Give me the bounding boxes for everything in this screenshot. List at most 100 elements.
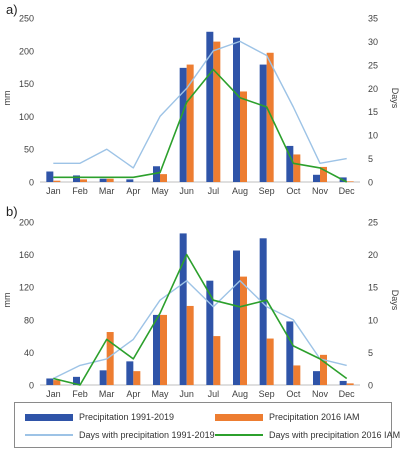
y-tick-label-a-4: 200 (19, 46, 34, 56)
bar-a-s1-10 (320, 166, 327, 182)
bar-a-s1-1 (80, 179, 87, 182)
bar-b-s1-5 (186, 305, 194, 385)
legend-item-precip-2016-iam: Precipitation 2016 IAM (215, 412, 360, 422)
y2-tick-label-a-6: 30 (368, 37, 378, 47)
bar-a-s0-10 (313, 174, 320, 182)
x-tick-label-b-11: Dec (339, 389, 356, 399)
x-tick-label-a-10: Nov (312, 186, 329, 196)
bar-b-s0-2 (99, 370, 107, 385)
bar-b-s0-11 (339, 380, 347, 385)
y2-tick-label-b-3: 15 (368, 283, 378, 293)
bar-b-s0-9 (286, 321, 294, 385)
bar-a-s1-8 (266, 52, 274, 182)
x-tick-label-a-0: Jan (46, 186, 61, 196)
y2-tick-label-a-0: 0 (368, 178, 373, 188)
y-tick-label-a-0: 0 (29, 178, 34, 188)
x-tick-label-a-2: Mar (99, 186, 115, 196)
panel-label-b: b) (6, 204, 18, 219)
line-b-s3 (53, 253, 348, 386)
bar-a-s0-6 (206, 31, 214, 182)
y2-tick-label-b-1: 5 (368, 348, 373, 358)
y-tick-label-b-4: 160 (19, 250, 34, 260)
x-tick-label-a-6: Jul (208, 186, 220, 196)
y-tick-label-b-0: 0 (29, 381, 34, 391)
bar-b-s1-10 (320, 354, 327, 385)
y2-axis-title-b: Days (390, 290, 400, 311)
bar-a-s1-5 (186, 64, 194, 182)
bar-b-s0-0 (46, 378, 54, 385)
x-tick-label-a-3: Apr (126, 186, 140, 196)
x-tick-label-b-4: May (151, 389, 169, 399)
bar-a-s1-6 (213, 41, 221, 183)
y-tick-label-b-1: 40 (24, 348, 34, 358)
x-tick-label-a-9: Oct (286, 186, 301, 196)
bar-b-s1-4 (160, 314, 167, 385)
y-axis-title-b: mm (2, 293, 12, 308)
bar-b-s1-8 (266, 338, 274, 385)
y2-tick-label-b-5: 25 (368, 218, 378, 228)
bar-b-s0-10 (313, 371, 320, 385)
bar-a-s0-2 (99, 178, 107, 182)
bar-a-s0-1 (73, 175, 80, 182)
legend-item-days-2016-iam: Days with precipitation 2016 IAM (215, 430, 400, 440)
legend-swatch-days-1991-2019 (25, 434, 73, 436)
x-tick-label-a-11: Dec (339, 186, 356, 196)
x-tick-label-b-3: Apr (126, 389, 140, 399)
bar-b-s0-5 (179, 233, 187, 385)
y2-tick-label-a-3: 15 (368, 107, 378, 117)
legend-label-precip-1991-2019: Precipitation 1991-2019 (79, 412, 175, 422)
y2-tick-label-a-7: 35 (368, 14, 378, 24)
bar-b-s1-2 (106, 332, 114, 385)
bar-a-s1-7 (240, 91, 247, 182)
x-tick-label-b-7: Aug (232, 389, 248, 399)
line-b-s2 (52, 280, 347, 380)
y-tick-label-a-2: 100 (19, 112, 34, 122)
x-tick-label-b-10: Nov (312, 389, 329, 399)
line-a-s2 (53, 40, 347, 169)
bar-b-s1-3 (133, 371, 141, 385)
bar-b-s0-6 (206, 280, 214, 385)
bar-b-s1-0 (53, 380, 61, 385)
bar-b-s0-8 (259, 238, 267, 385)
y2-axis-title-a: Days (390, 88, 400, 109)
x-tick-label-a-8: Sep (259, 186, 275, 196)
x-tick-label-b-2: Mar (99, 389, 115, 399)
bar-a-s0-4 (153, 166, 160, 182)
legend-swatch-days-2016-iam (215, 434, 263, 436)
bar-a-s1-4 (160, 174, 167, 182)
bar-a-s1-2 (106, 178, 114, 182)
x-tick-label-a-4: May (151, 186, 169, 196)
bar-b-s1-7 (240, 276, 247, 385)
legend-swatch-precip-1991-2019 (25, 413, 73, 421)
bar-a-s1-11 (346, 181, 354, 182)
y-tick-label-a-5: 250 (19, 14, 34, 24)
y2-tick-label-b-0: 0 (368, 381, 373, 391)
x-tick-label-a-1: Feb (72, 186, 88, 196)
legend-swatch-precip-2016-iam (215, 413, 263, 421)
bar-b-s0-7 (233, 250, 240, 385)
legend-label-precip-2016-iam: Precipitation 2016 IAM (269, 412, 360, 422)
legend-item-precip-1991-2019: Precipitation 1991-2019 (25, 412, 174, 422)
bar-b-s0-1 (73, 376, 80, 385)
x-tick-label-b-9: Oct (286, 389, 301, 399)
bar-a-s0-8 (259, 64, 267, 182)
x-tick-label-b-0: Jan (46, 389, 61, 399)
bar-b-s0-3 (126, 361, 134, 385)
line-a-s3 (53, 68, 348, 183)
bar-b-s1-9 (293, 365, 301, 385)
y2-tick-label-a-1: 5 (368, 154, 373, 164)
bar-b-s1-6 (213, 336, 221, 385)
x-tick-label-b-5: Jun (179, 389, 194, 399)
y-axis-title-a: mm (2, 91, 12, 106)
bar-a-s0-0 (46, 171, 54, 182)
y2-tick-label-b-4: 20 (368, 250, 378, 260)
legend-item-days-1991-2019: Days with precipitation 1991-2019 (25, 430, 215, 440)
x-tick-label-b-8: Sep (259, 389, 275, 399)
x-tick-label-b-6: Jul (208, 389, 220, 399)
bar-b-s1-11 (346, 383, 354, 385)
x-tick-label-a-5: Jun (179, 186, 194, 196)
y2-tick-label-a-4: 20 (368, 84, 378, 94)
y-tick-label-a-3: 150 (19, 79, 34, 89)
bar-a-s0-3 (126, 179, 134, 182)
